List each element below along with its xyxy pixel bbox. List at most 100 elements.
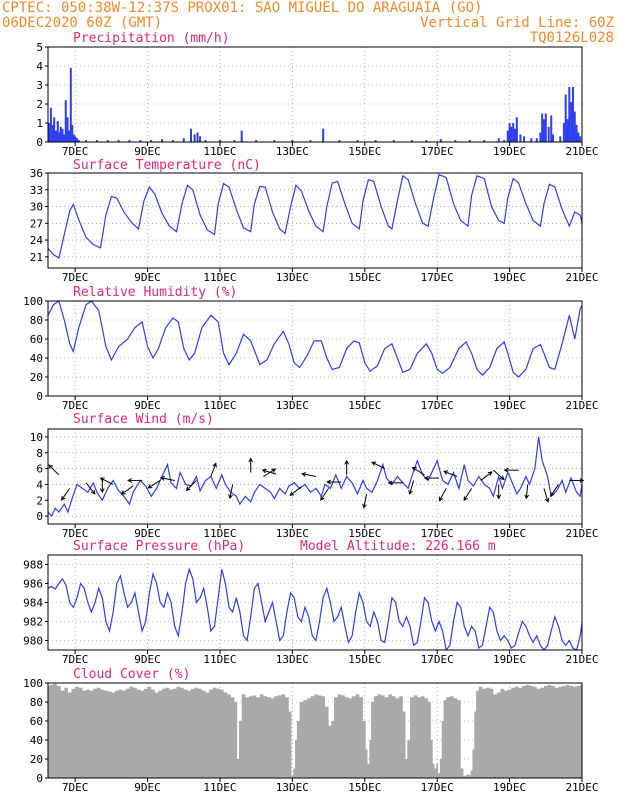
wind-arrow bbox=[99, 477, 114, 485]
surface-wind-ytick-label: 8 bbox=[36, 447, 43, 460]
cloud-cover-ytick-label: 80 bbox=[30, 696, 43, 709]
wind-arrow bbox=[85, 482, 96, 495]
precipitation-bar bbox=[564, 94, 567, 142]
precipitation-bar bbox=[374, 140, 377, 142]
precipitation-bar bbox=[512, 123, 515, 142]
precipitation-xtick-label: 11DEC bbox=[203, 145, 236, 158]
surface-temperature-xtick-label: 11DEC bbox=[203, 271, 236, 284]
surface-pressure-ytick-label: 986 bbox=[23, 578, 43, 591]
cloud-cover-title: Cloud Cover (%) bbox=[73, 667, 190, 682]
precipitation-bar bbox=[515, 117, 518, 142]
precipitation-xtick-label: 9DEC bbox=[134, 145, 161, 158]
precipitation-bar bbox=[218, 140, 221, 142]
surface-pressure-title: Surface Pressure (hPa) bbox=[73, 539, 245, 554]
precipitation-bar bbox=[117, 140, 120, 142]
surface-pressure-panel: Surface Pressure (hPa) Model Altitude: 2… bbox=[23, 539, 598, 666]
cloud-cover-ytick-label: 40 bbox=[30, 734, 43, 747]
relative-humidity-frame bbox=[47, 300, 583, 397]
cloud-cover-xtick-label: 7DEC bbox=[62, 781, 89, 794]
wind-arrow bbox=[503, 467, 519, 473]
precipitation-bar bbox=[53, 117, 56, 142]
precipitation-bar bbox=[541, 113, 544, 142]
precipitation-bar bbox=[139, 140, 142, 142]
surface-temperature-ytick-label: 24 bbox=[30, 234, 44, 247]
wind-arrow bbox=[127, 478, 143, 483]
precipitation-bar bbox=[255, 140, 258, 142]
wind-arrow bbox=[438, 488, 447, 502]
precipitation-bar bbox=[48, 123, 51, 142]
wind-arrow bbox=[480, 471, 493, 481]
surface-wind-ytick-label: 10 bbox=[30, 431, 43, 444]
wind-arrow bbox=[371, 461, 385, 470]
precipitation-bar bbox=[69, 67, 72, 142]
cloud-cover-ytick-label: 0 bbox=[36, 772, 43, 785]
grid-line-info: Vertical Grid Line: 60Z bbox=[420, 15, 614, 31]
surface-temperature-ytick-label: 21 bbox=[30, 251, 43, 264]
wind-arrow bbox=[463, 488, 473, 502]
precipitation-bar bbox=[193, 134, 196, 142]
relative-humidity-xtick-label: 13DEC bbox=[276, 399, 309, 412]
precipitation-bar bbox=[544, 113, 547, 142]
relative-humidity-xtick-label: 7DEC bbox=[62, 399, 89, 412]
precipitation-bar bbox=[61, 128, 64, 142]
precipitation-bar bbox=[67, 130, 70, 142]
wind-arrow bbox=[326, 479, 342, 485]
precipitation-bar bbox=[199, 136, 202, 142]
wind-arrow bbox=[261, 468, 277, 475]
precipitation-bar bbox=[570, 102, 573, 142]
precipitation-bar bbox=[356, 140, 359, 142]
precipitation-bar bbox=[63, 134, 66, 142]
surface-temperature-xtick-label: 15DEC bbox=[348, 271, 381, 284]
cloud-cover-xtick-label: 19DEC bbox=[493, 781, 526, 794]
precipitation-xtick-label: 21DEC bbox=[565, 145, 598, 158]
surface-pressure-xtick-label: 21DEC bbox=[565, 653, 598, 666]
relative-humidity-title: Relative Humidity (%) bbox=[73, 285, 237, 300]
precipitation-frame bbox=[47, 46, 583, 143]
precipitation-bar bbox=[542, 119, 545, 142]
cloud-cover-ytick-label: 100 bbox=[23, 677, 43, 690]
precipitation-xtick-label: 15DEC bbox=[348, 145, 381, 158]
relative-humidity-xtick-label: 21DEC bbox=[565, 399, 598, 412]
surface-pressure-xtick-label: 15DEC bbox=[348, 653, 381, 666]
precipitation-bar bbox=[454, 140, 457, 142]
relative-humidity-xtick-label: 17DEC bbox=[421, 399, 454, 412]
precipitation-bar bbox=[233, 140, 236, 142]
wind-arrow bbox=[320, 488, 329, 501]
surface-temperature-ytick-label: 27 bbox=[30, 217, 43, 230]
surface-temperature-xtick-label: 9DEC bbox=[134, 271, 161, 284]
precipitation-bar bbox=[273, 140, 276, 142]
precipitation-bar bbox=[291, 140, 294, 142]
precipitation-bar bbox=[150, 140, 153, 142]
wind-arrow bbox=[524, 484, 529, 500]
surface-temperature-title: Surface Temperature (nC) bbox=[73, 158, 261, 173]
wind-arrow bbox=[210, 462, 217, 477]
wind-arrow bbox=[289, 486, 302, 496]
precipitation-xtick-label: 19DEC bbox=[493, 145, 526, 158]
surface-temperature-ytick-label: 30 bbox=[30, 201, 43, 214]
precipitation-ytick-label: 3 bbox=[36, 79, 43, 92]
surface-pressure-ytick-label: 984 bbox=[23, 597, 43, 610]
wind-arrow bbox=[185, 480, 197, 492]
precipitation-xtick-label: 13DEC bbox=[276, 145, 309, 158]
precipitation-bar bbox=[579, 136, 582, 142]
cloud-cover-xtick-label: 17DEC bbox=[421, 781, 454, 794]
wind-arrow bbox=[61, 488, 71, 501]
precipitation-bar bbox=[106, 140, 109, 142]
precipitation-ytick-label: 0 bbox=[36, 136, 43, 149]
precipitation-bar bbox=[519, 134, 522, 142]
relative-humidity-xtick-label: 9DEC bbox=[134, 399, 161, 412]
surface-pressure-line bbox=[47, 567, 583, 652]
precipitation-bar bbox=[322, 128, 325, 142]
relative-humidity-ytick-label: 40 bbox=[30, 352, 43, 365]
surface-temperature-ytick-label: 33 bbox=[30, 184, 43, 197]
precipitation-bar bbox=[571, 86, 574, 142]
precipitation-bar bbox=[56, 121, 59, 142]
precipitation-bar bbox=[547, 126, 550, 142]
precipitation-bar bbox=[514, 128, 517, 142]
precipitation-bar bbox=[439, 139, 442, 142]
precipitation-bar bbox=[508, 123, 511, 142]
precipitation-bar bbox=[95, 140, 98, 142]
relative-humidity-line bbox=[47, 300, 583, 378]
surface-pressure-ytick-label: 982 bbox=[23, 616, 43, 629]
precipitation-bar bbox=[566, 119, 569, 142]
